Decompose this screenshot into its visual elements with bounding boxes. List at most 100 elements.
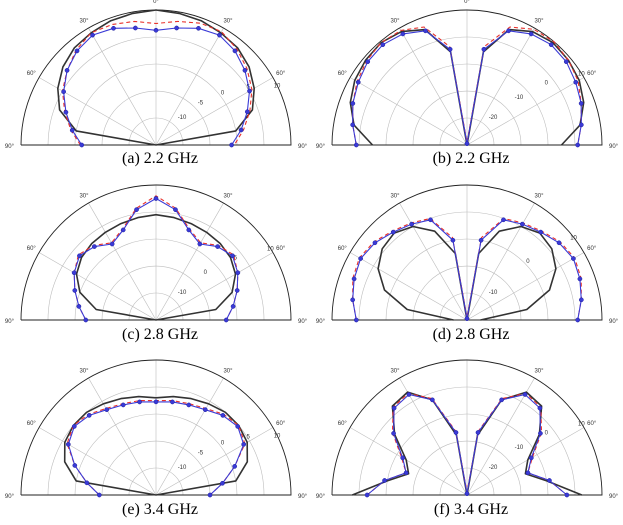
angle-tick-label: 30°: [390, 368, 400, 374]
data-point: [120, 402, 126, 408]
grid-spoke: [349, 77, 468, 146]
data-point: [528, 455, 534, 461]
grid-spoke: [466, 27, 535, 146]
angle-tick-label: 60°: [27, 421, 37, 427]
data-point: [71, 424, 77, 429]
radial-tick-label: 5: [246, 434, 250, 440]
angle-tick-label: 90°: [298, 494, 308, 500]
data-point: [137, 399, 142, 405]
angle-tick-label: 90°: [5, 319, 15, 325]
caption-d: (d) 2.8 GHz: [432, 326, 510, 343]
caption-f: (f) 3.4 GHz: [433, 501, 509, 518]
radial-tick-label: 10: [578, 422, 585, 428]
polar-plot-a: 0°30° 30°60° 60°90° 90°-10-505 10: [5, 0, 308, 150]
data-point: [571, 256, 576, 261]
radial-tick-label: 0: [545, 80, 549, 86]
angle-tick-label: 60°: [338, 71, 348, 77]
grid-spoke: [399, 377, 468, 496]
angle-tick-label: 60°: [276, 421, 286, 427]
radial-tick-label: 10: [274, 434, 281, 440]
black-curve: [75, 213, 237, 321]
angle-tick-label: 60°: [587, 71, 597, 77]
grid-spoke: [399, 27, 468, 146]
data-point: [197, 241, 203, 247]
data-point: [423, 28, 428, 34]
data-point: [217, 32, 222, 38]
data-point: [538, 431, 543, 436]
data-point: [547, 478, 552, 483]
data-point: [235, 424, 241, 429]
grid-spoke: [155, 27, 224, 146]
grid-spoke: [155, 427, 274, 496]
angle-tick-label: 90°: [298, 144, 308, 150]
data-point: [134, 207, 139, 213]
data-point: [232, 48, 238, 54]
grid-spoke: [466, 377, 535, 496]
data-point: [72, 463, 78, 468]
grid-spoke: [349, 427, 468, 496]
data-point: [358, 256, 363, 261]
data-point: [79, 142, 85, 148]
angle-tick-label: 90°: [316, 144, 326, 150]
data-point: [196, 25, 201, 31]
angle-tick-label: 60°: [338, 421, 348, 427]
grid-spoke: [88, 202, 157, 321]
data-point: [133, 25, 138, 31]
data-point: [428, 217, 433, 223]
data-point: [450, 237, 456, 243]
angle-tick-label: 60°: [587, 246, 597, 252]
data-point: [220, 480, 225, 486]
radial-tick-label: -10: [489, 290, 498, 296]
data-point: [447, 46, 453, 52]
data-point: [63, 109, 69, 115]
data-point: [453, 430, 459, 435]
data-point: [230, 304, 236, 309]
data-point: [355, 79, 361, 85]
radial-tick-label: 10: [267, 247, 274, 253]
panel-c: 30° 30° 60° 60° 90° 90° -10 0 5 10 (c) 2.8 GHz: [0, 175, 311, 350]
radial-tick-label: -10: [515, 95, 524, 101]
data-point: [525, 470, 531, 476]
data-point: [353, 142, 359, 148]
grid-spoke: [38, 427, 157, 496]
data-point: [478, 237, 484, 243]
panel-f: 30° 30° 60° 60° 90° 90° -20 -10 0 10 (f) 3.4 GHz: [311, 350, 623, 525]
radial-tick-label: 0: [545, 430, 549, 436]
data-point: [104, 407, 110, 413]
data-point: [382, 478, 387, 483]
angle-tick-label: 90°: [609, 319, 619, 325]
data-point: [481, 46, 487, 52]
panel-a: 0° 30° 30° 60° 60° 90° 90° -10 -5 0 5 10 (a) 2.2 GH…: [0, 0, 311, 175]
angle-tick-label: 0°: [464, 0, 470, 5]
data-point: [372, 240, 378, 246]
data-point: [223, 317, 229, 323]
data-point: [92, 244, 97, 249]
polar-plot-d: 30° 30° 60° 60° 90° 90° -10 0 10: [316, 184, 619, 325]
radial-tick-label: -10: [178, 465, 187, 471]
data-point: [244, 109, 250, 115]
polar-plot-f: 30° 30° 60° 60° 90° 90° -20 -10 0 10: [316, 359, 619, 500]
data-point: [61, 89, 66, 95]
data-point: [96, 492, 102, 498]
grid-spoke: [466, 252, 585, 321]
data-point: [391, 405, 397, 411]
data-point: [577, 276, 583, 282]
data-point: [350, 101, 356, 106]
data-point: [153, 196, 159, 201]
data-point: [464, 316, 470, 321]
angle-tick-label: 30°: [534, 18, 544, 24]
data-point: [186, 402, 192, 408]
outer-boundary: [20, 359, 292, 496]
data-point: [506, 28, 511, 34]
caption-b: (b) 2.2 GHz: [432, 150, 510, 167]
data-point: [74, 48, 80, 54]
angle-tick-label: 60°: [27, 71, 37, 77]
data-point: [90, 32, 95, 38]
radial-tick-label: 10: [274, 84, 281, 90]
radial-tick-label: 0: [204, 270, 208, 276]
data-point: [229, 142, 234, 148]
data-point: [241, 442, 247, 447]
polar-plot-b: 0° 30° 30° 60° 60° 90° 90° -20 -10 0 10: [316, 0, 619, 150]
data-point: [238, 127, 244, 133]
